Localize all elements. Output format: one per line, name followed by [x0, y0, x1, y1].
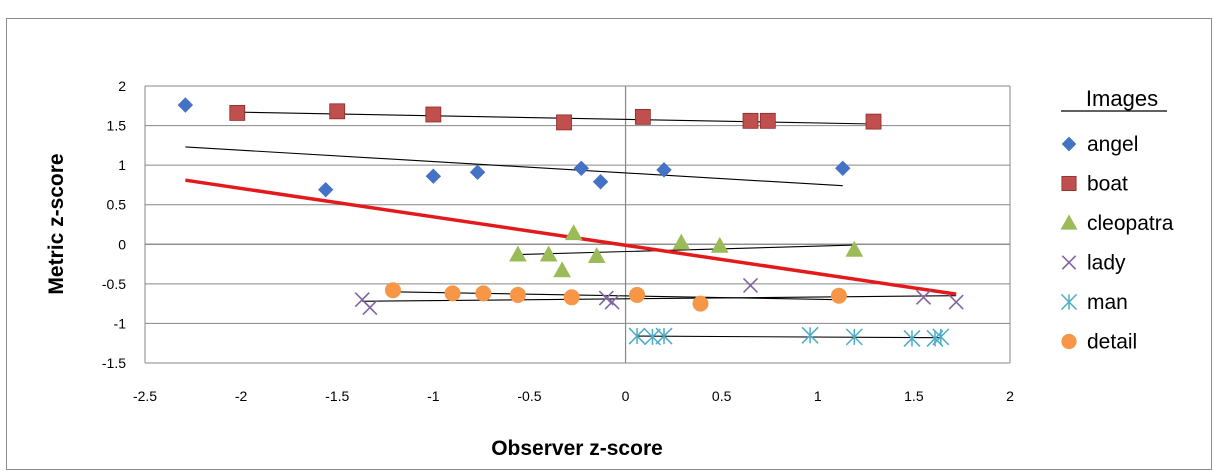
legend-label-lady: lady — [1087, 252, 1126, 275]
ticks-layer: -1.5 -1 -0.5 0 0.5 1 1.5 2 -2.5 -2 -1.5 -1 -0.5 0 0.5 1… — [102, 78, 1014, 404]
legend-label-cleopatra: cleopatra — [1087, 212, 1174, 235]
points-layer — [177, 97, 964, 347]
point-cleopatra — [845, 240, 864, 257]
point-boat — [229, 105, 246, 121]
point-cleopatra — [710, 236, 729, 253]
point-angel — [469, 164, 486, 180]
point-lady — [742, 277, 759, 294]
point-lady — [362, 300, 378, 316]
legend-label-boat: boat — [1087, 173, 1128, 196]
point-cleopatra — [553, 261, 571, 278]
point-angel — [573, 160, 590, 177]
point-lady — [948, 294, 964, 310]
point-angel — [177, 97, 194, 113]
y-tick-label: 1.5 — [107, 118, 127, 134]
point-boat — [742, 112, 759, 129]
point-angel — [592, 174, 609, 190]
legend-marker-angel — [1061, 136, 1077, 152]
point-angel — [317, 181, 334, 198]
y-tick-label: -1 — [114, 315, 127, 331]
point-detail — [629, 286, 646, 303]
point-angel — [656, 162, 672, 178]
point-man — [845, 328, 863, 346]
point-cleopatra — [539, 245, 558, 262]
point-boat — [556, 114, 572, 131]
point-boat — [865, 113, 882, 130]
legend-title: Images — [1086, 86, 1158, 111]
y-tick-label: -0.5 — [102, 276, 126, 292]
x-tick-label: -0.5 — [517, 388, 541, 404]
y-tick-label: -1.5 — [102, 355, 126, 371]
x-tick-label: 0 — [622, 388, 630, 404]
point-angel — [425, 168, 442, 184]
point-detail — [563, 289, 580, 306]
x-axis-label: Observer z-score — [491, 437, 663, 460]
legend-label-angel: angel — [1087, 133, 1138, 156]
point-boat — [329, 103, 346, 120]
point-boat — [425, 106, 442, 123]
point-detail — [444, 285, 461, 302]
y-tick-label: 0.5 — [107, 197, 127, 213]
x-tick-label: 0.5 — [712, 388, 732, 404]
y-tick-label: 2 — [118, 78, 126, 94]
x-tick-label: -2 — [235, 388, 248, 404]
point-man — [628, 327, 646, 345]
fit-line-cleopatra — [517, 244, 855, 256]
point-cleopatra — [587, 247, 606, 264]
point-man — [932, 328, 950, 346]
point-detail — [475, 285, 492, 302]
x-tick-label: -2.5 — [133, 388, 157, 404]
point-cleopatra — [509, 245, 527, 262]
point-detail — [830, 287, 847, 304]
fit-line-lady — [362, 295, 957, 302]
legend-label-detail: detail — [1087, 331, 1137, 354]
point-man — [903, 329, 921, 347]
legend-marker-cleopatra — [1060, 214, 1078, 230]
legend-items: angel boat cleopatra lady man detail — [1060, 133, 1174, 354]
y-tick-label: 0 — [118, 236, 126, 252]
point-man — [655, 327, 673, 345]
legend-marker-boat — [1061, 175, 1077, 192]
legend-marker-lady — [1061, 255, 1077, 270]
point-cleopatra — [672, 233, 691, 250]
fit-line-angel — [185, 146, 843, 187]
point-lady — [915, 289, 932, 305]
fit-line-man — [637, 335, 941, 339]
point-detail — [384, 282, 401, 299]
point-boat — [759, 112, 776, 129]
fit-line-detail — [392, 291, 839, 301]
x-tick-label: 1 — [814, 388, 822, 404]
legend-label-man: man — [1087, 291, 1128, 314]
legend-marker-detail — [1061, 333, 1077, 350]
x-tick-label: -1.5 — [325, 388, 349, 404]
point-cleopatra — [564, 224, 583, 241]
x-tick-label: 1.5 — [904, 388, 924, 404]
point-lady — [604, 294, 620, 310]
legend-marker-man — [1060, 293, 1078, 311]
y-tick-label: 1 — [118, 157, 126, 173]
x-tick-label: 2 — [1006, 388, 1014, 404]
point-man — [801, 326, 819, 344]
point-detail — [509, 286, 526, 303]
point-boat — [634, 108, 651, 125]
x-tick-label: -1 — [427, 388, 440, 404]
y-axis-label: Metric z-score — [45, 153, 68, 294]
point-detail — [692, 295, 709, 312]
point-angel — [835, 160, 851, 177]
legend: Images angel boat cleopatra lady man detail — [1060, 86, 1174, 354]
